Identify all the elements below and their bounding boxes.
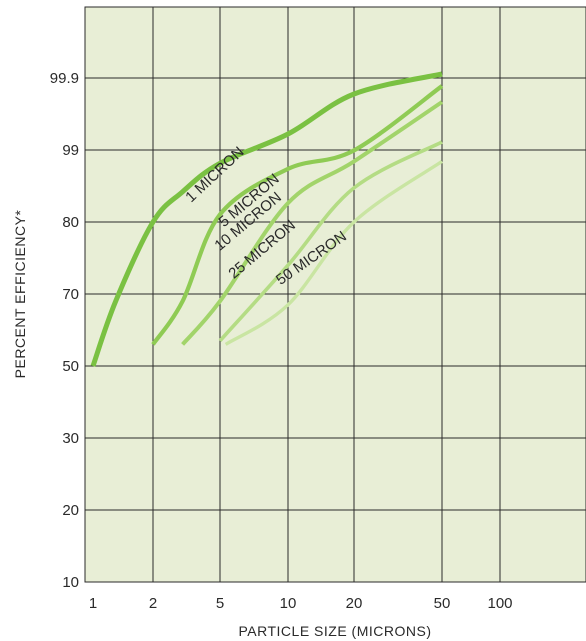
y-tick-label: 10 [62, 574, 79, 591]
x-tick-label: 5 [216, 595, 224, 612]
curve-2 [151, 84, 444, 346]
x-tick-label: 50 [434, 595, 451, 612]
grid-lines [85, 7, 586, 582]
efficiency-curves [90, 71, 444, 367]
curve-4 [218, 140, 443, 343]
y-tick-label: 30 [62, 430, 79, 447]
x-tick-label: 100 [487, 595, 512, 612]
x-tick-label: 10 [280, 595, 297, 612]
y-tick-label: 99 [62, 142, 79, 159]
curve-3 [181, 100, 444, 346]
y-tick-label: 80 [62, 214, 79, 231]
y-axis-tick-labels: 10 20 30 50 70 80 99 99.9 [50, 70, 79, 591]
y-tick-label: 50 [62, 358, 79, 375]
x-tick-label: 20 [346, 595, 363, 612]
curve-1 [90, 71, 443, 367]
curve-5 [224, 159, 443, 346]
y-tick-label: 70 [62, 286, 79, 303]
y-axis-title: PERCENT EFFICIENCY* [12, 210, 28, 379]
x-tick-label: 2 [149, 595, 157, 612]
y-tick-label: 20 [62, 502, 79, 519]
x-axis-title: PARTICLE SIZE (MICRONS) [238, 623, 431, 639]
y-tick-label: 99.9 [50, 70, 79, 87]
x-tick-label: 1 [89, 595, 97, 612]
x-axis-tick-labels: 1 2 5 10 20 50 100 [89, 595, 513, 612]
